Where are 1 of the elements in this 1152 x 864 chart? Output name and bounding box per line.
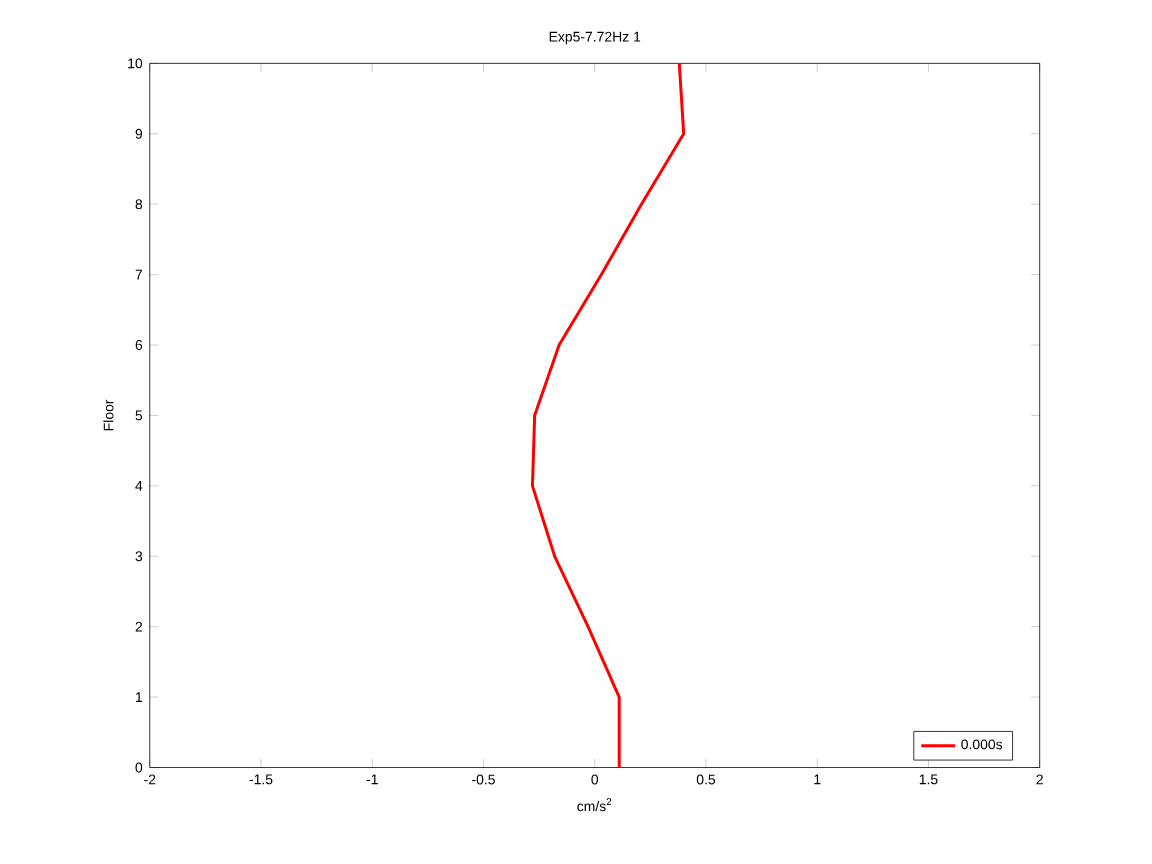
line-series xyxy=(530,63,686,768)
